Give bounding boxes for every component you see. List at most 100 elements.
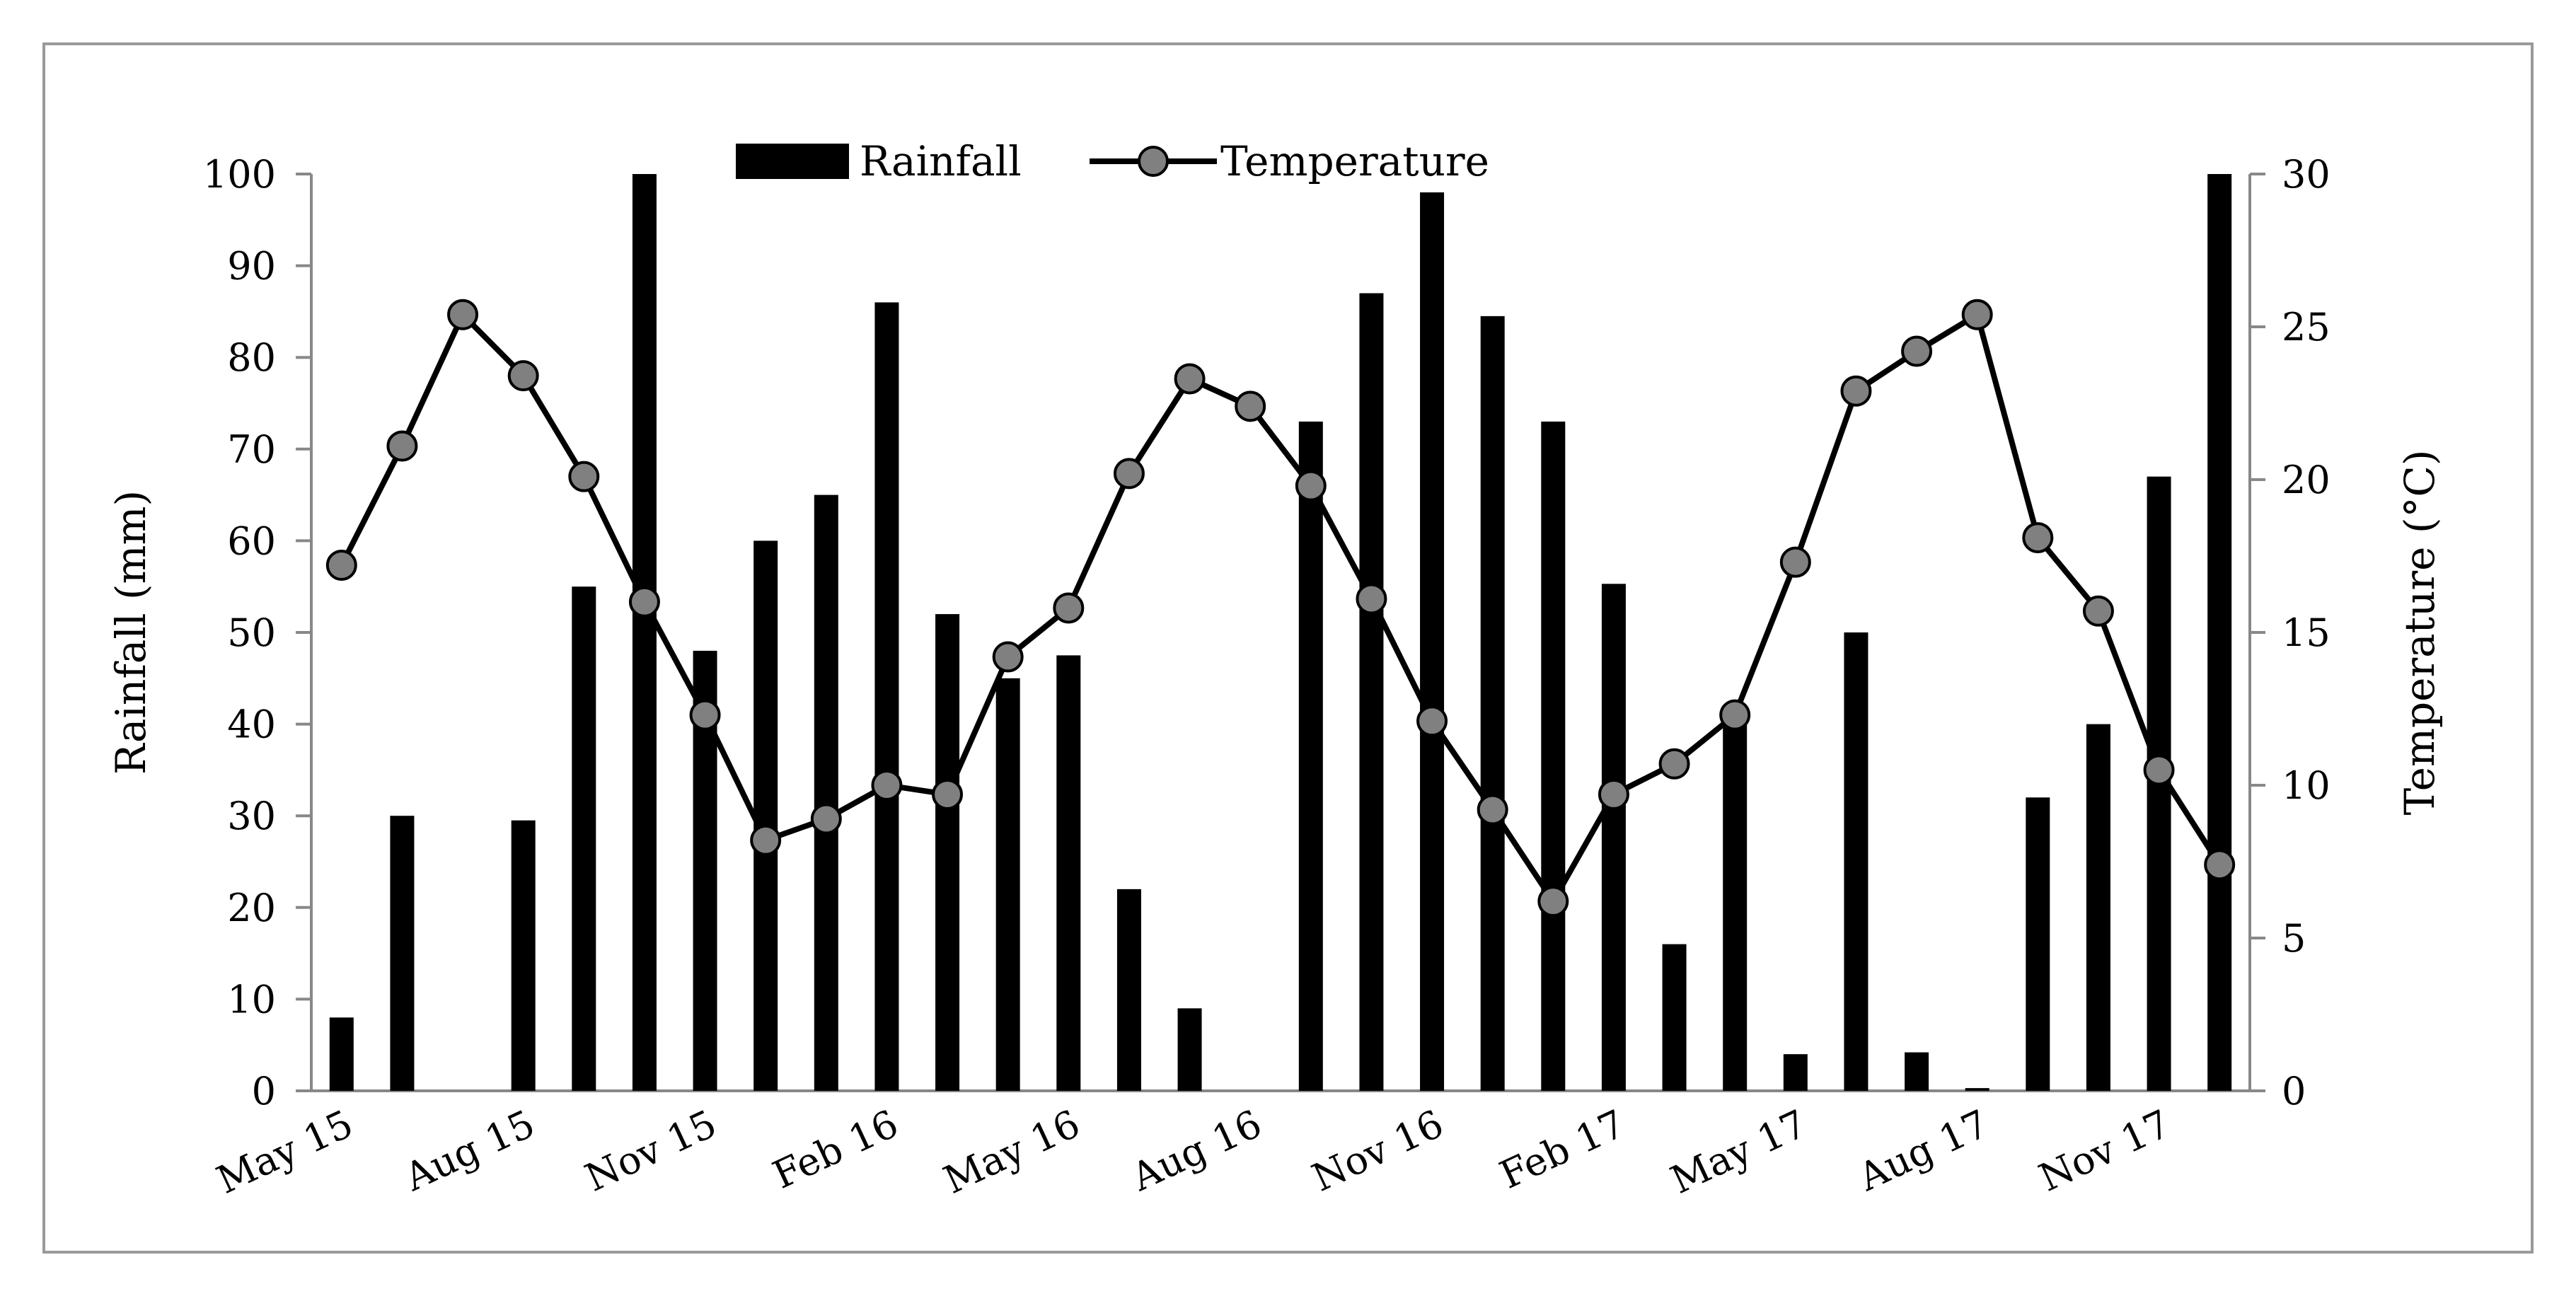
rainfall-bar [511, 820, 536, 1091]
rainfall-bar [935, 614, 960, 1091]
rainfall-bar [1177, 1008, 1202, 1091]
temperature-point [1840, 375, 1872, 407]
rainfall-bar [874, 302, 899, 1092]
rainfall-bar [390, 816, 415, 1091]
temperature-point [1356, 583, 1387, 615]
rainfall-bar [1905, 1052, 1929, 1091]
temperature-point [1235, 390, 1266, 422]
legend-rainfall-label: Rainfall [860, 137, 1022, 185]
legend: Rainfall Temperature [736, 137, 1489, 185]
rainfall-bar [1116, 889, 1141, 1091]
rainfall-bar [1723, 714, 1748, 1091]
rainfall-bar [1601, 584, 1626, 1091]
left-y-tick-label: 40 [227, 702, 276, 747]
x-tick-label: May 15 [210, 1101, 359, 1203]
rainfall-bar [814, 494, 838, 1091]
temperature-point [2143, 754, 2175, 786]
temperature-point [1779, 546, 1811, 578]
temperature-point [507, 360, 539, 392]
temperature-point [1477, 794, 1508, 826]
temperature-point [447, 299, 479, 330]
temperature-point [2204, 849, 2236, 881]
right-y-tick-label: 20 [2282, 458, 2330, 502]
right-y-tick-label: 25 [2282, 305, 2330, 349]
temperature-point [992, 641, 1024, 673]
chart-frame [42, 42, 2534, 1254]
temperature-line [339, 311, 2222, 905]
x-tick-label: Nov 17 [2033, 1101, 2177, 1200]
temperature-point [325, 549, 357, 581]
temperature-point [628, 586, 660, 618]
rainfall-bar [1844, 632, 1869, 1091]
left-y-tick-label: 80 [227, 335, 276, 380]
y-axis-title-left: Rainfall (mm) [107, 490, 155, 775]
left-y-tick-label: 20 [227, 886, 276, 930]
x-tick-label: Nov 15 [579, 1101, 723, 1200]
left-y-tick-label: 90 [227, 244, 276, 289]
x-tick-label: Aug 16 [1124, 1101, 1269, 1200]
temperature-point [1719, 699, 1751, 731]
temperature-point [871, 770, 903, 801]
temperature-point [386, 430, 418, 462]
right-y-ticks: 0 5 10 15 20 25 30 [2250, 152, 2330, 1113]
temperature-point [932, 778, 964, 810]
left-y-tick-label: 10 [227, 977, 276, 1022]
temperature-point [1901, 335, 1933, 367]
rainfall-bar [1298, 421, 1323, 1091]
x-tick-label: Feb 17 [1493, 1101, 1631, 1198]
left-y-tick-label: 50 [227, 611, 276, 655]
left-y-tick-label: 0 [252, 1069, 276, 1113]
legend-temperature-label: Temperature [1220, 137, 1489, 185]
right-y-tick-label: 0 [2282, 1069, 2306, 1113]
left-y-tick-label: 60 [227, 519, 276, 563]
left-y-tick-label: 30 [227, 794, 276, 838]
temperature-point [1658, 748, 1690, 780]
x-tick-label: May 17 [1664, 1101, 1813, 1203]
temperature-point [2082, 595, 2114, 627]
rainfall-bar [1420, 192, 1445, 1091]
right-y-tick-label: 15 [2282, 611, 2330, 655]
legend-rainfall-swatch [736, 144, 849, 179]
y-axis-title-right: Temperature (°C) [2396, 449, 2444, 815]
rainfall-bar [2026, 797, 2050, 1091]
x-tick-label: Aug 17 [1852, 1101, 1996, 1200]
x-ticks: May 15 Aug 15 Nov 15 Feb 16 May 16 Aug 16 Nov … [210, 1101, 2177, 1203]
left-y-tick-label: 100 [203, 152, 276, 197]
rainfall-bar [753, 540, 778, 1091]
left-y-tick-label: 70 [227, 427, 276, 472]
temperature-point [1416, 705, 1448, 737]
rainfall-bar [329, 1017, 354, 1091]
temperature-point [1537, 886, 1569, 918]
temperature-series [325, 299, 2236, 918]
left-y-ticks: 0 10 20 30 40 50 60 70 80 90 100 [203, 152, 311, 1113]
rainfall-bar [1783, 1054, 1808, 1091]
rainfall-bar [1359, 293, 1384, 1092]
right-y-tick-label: 5 [2282, 916, 2306, 961]
rainfall-bar [1056, 655, 1081, 1091]
temperature-point [1295, 470, 1327, 502]
rainfall-bar [2207, 174, 2232, 1091]
x-tick-label: Feb 16 [766, 1101, 905, 1198]
rainfall-bar [1480, 316, 1505, 1091]
temperature-point [2022, 522, 2054, 554]
x-tick-label: Aug 15 [398, 1101, 542, 1200]
temperature-point [1174, 363, 1206, 395]
rainfall-bar [1965, 1088, 1989, 1091]
temperature-point [1598, 778, 1629, 810]
temperature-point [1053, 592, 1085, 624]
rainfall-bar [995, 678, 1020, 1091]
rainfall-bar [2086, 724, 2110, 1091]
right-y-tick-label: 30 [2282, 152, 2330, 197]
rainfall-bar [632, 174, 657, 1091]
rainfall-bars [329, 174, 2232, 1092]
x-tick-label: May 16 [937, 1101, 1086, 1203]
temperature-point [810, 803, 842, 835]
rainfall-bar [1662, 944, 1687, 1091]
temperature-point [689, 699, 721, 731]
legend-temperature-marker [1138, 146, 1169, 177]
right-y-tick-label: 10 [2282, 763, 2330, 808]
temperature-point [1961, 299, 1993, 330]
x-tick-label: Nov 16 [1305, 1101, 1450, 1200]
rainfall-bar [572, 586, 596, 1091]
